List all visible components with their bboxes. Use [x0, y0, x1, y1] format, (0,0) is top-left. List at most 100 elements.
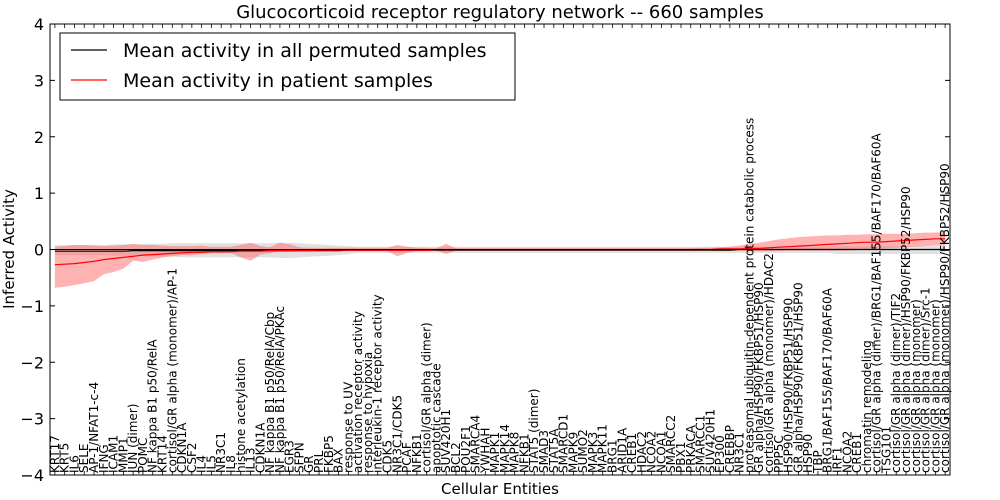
entity-label: SELE — [77, 444, 91, 473]
entity-label: NCOA2 — [840, 431, 854, 473]
entity-label: apoptotic cascade — [429, 363, 443, 473]
entity-label: GR alpha/HSP90/FKBP51/HSP90 — [791, 282, 805, 473]
entity-label: cortisol/GR alpha (monomer) — [909, 299, 923, 473]
y-tick-label: 1 — [34, 184, 44, 203]
entity-label: IL6 — [68, 455, 82, 473]
entity-label: NFKB1 — [518, 433, 532, 473]
entity-label: cortisol/GR alpha (dimer)/HSP90/FKBP52/H… — [899, 186, 913, 473]
entity-label: NCOA1 — [654, 431, 668, 473]
entity-label: PCAF — [400, 442, 414, 473]
entity-label: SFPN — [293, 442, 307, 473]
entity-label: NCOA2 — [645, 431, 659, 473]
entity-label: NR3C1/CDK5 — [390, 395, 404, 473]
entity-label: GR alpha/HSP90/FKBP51/HSP90 — [752, 282, 766, 473]
entity-label: SMARCD1 — [557, 414, 571, 473]
y-tick-label: −3 — [20, 410, 44, 429]
entity-label: CDK5 — [381, 440, 395, 473]
y-tick-label: 0 — [34, 241, 44, 260]
legend-label-patient: Mean activity in patient samples — [123, 70, 433, 92]
entity-label: HSP90 — [801, 434, 815, 473]
entity-label: response to hypoxia — [361, 352, 375, 473]
entity-label: SMARCC1 — [694, 415, 708, 473]
entity-label: IRF1 — [831, 447, 845, 473]
entity-label: response to UV — [341, 381, 355, 473]
entity-label: BRG1/BAF155/BAF170/BAF60A — [821, 287, 835, 473]
entity-label: KRT5 — [58, 443, 72, 473]
entity-labels: KRT17KRT5IL6SELEAP-1/NFAT1-c-4IFNGICAM1M… — [48, 118, 952, 474]
entity-label: PRL — [312, 450, 326, 473]
y-tick-label: −1 — [20, 297, 44, 316]
x-axis-label: Cellular Entities — [441, 480, 559, 498]
y-tick-label: 4 — [34, 15, 44, 34]
entity-label: cortisol/GR alpha (dimer)/TIF2 — [889, 293, 903, 473]
entity-label: NF kappa B1 p50/RelA — [146, 339, 160, 473]
entity-label: chromatin remodeling — [860, 340, 874, 473]
entity-label: cortisol/GR alpha (dimer)/Src-1 — [919, 287, 933, 473]
entity-label: BCL2 — [449, 442, 463, 473]
y-tick-label: 2 — [34, 128, 44, 147]
entity-label: PPP5C — [772, 435, 786, 473]
legend-box — [59, 32, 516, 101]
entity-label: FKBP5 — [322, 435, 336, 473]
entity-label: SMARCA4 — [469, 415, 483, 473]
legend-label-permuted: Mean activity in all permuted samples — [123, 40, 486, 62]
entity-label: SUMO2 — [576, 429, 590, 473]
entity-label: histone acetylation — [234, 358, 248, 473]
entity-label: HSP90/HSP90/FKBP51/HSP90 — [782, 298, 796, 473]
entity-label: PBX1 — [674, 442, 688, 473]
entity-label: IL8 — [224, 455, 238, 473]
y-tick-label: −2 — [20, 353, 44, 372]
entity-label: EP300 — [713, 435, 727, 473]
entity-label: SMARCC2 — [664, 415, 678, 473]
chart-title: Glucocorticoid receptor regulatory netwo… — [236, 2, 764, 23]
entity-label: ARID1A — [615, 427, 629, 473]
entity-label: IL13 — [244, 448, 258, 474]
entity-label: ICAM1 — [107, 435, 121, 473]
band-patient — [54, 232, 946, 288]
entity-label: proteasomal ubiquitin-dependent protein … — [743, 118, 757, 473]
entity-label: POMC — [136, 438, 150, 473]
entity-label: HDAC2 — [635, 431, 649, 473]
entity-label: STAT5A — [547, 428, 561, 473]
entity-label: NF kappa B1 p50/RelA/Cbp — [263, 312, 277, 473]
entity-label: MMP1 — [116, 437, 130, 473]
entity-label: KRT14 — [156, 435, 170, 473]
entity-label: SUV420H1 — [703, 409, 717, 473]
entity-label: cortisol/GR alpha (dimer)/BRG1/BAF155/BA… — [870, 132, 884, 473]
entity-label: PRKACA — [684, 424, 698, 473]
entity-label: NFKB1 — [410, 433, 424, 473]
entity-label: EGR3 — [283, 440, 297, 473]
entity-label: cortisol/GR alpha (monomer) — [928, 299, 942, 473]
entity-label: JUN (dimer) — [126, 404, 140, 474]
entity-label: IFNG — [97, 444, 111, 473]
entity-label: AP-1/NFAT1-c-4 — [87, 382, 101, 473]
entity-label: NR3C1 — [214, 432, 228, 473]
entity-label: TBP — [811, 450, 825, 474]
entity-label: IL4 — [195, 455, 209, 473]
entity-label: MAPK9 — [566, 432, 580, 473]
y-axis-label: Inferred Activity — [0, 189, 18, 309]
entity-label: MAPK11 — [596, 424, 610, 473]
y-axis-ticks: −4 −3 −2 −1 0 1 2 3 4 — [20, 15, 950, 485]
y-tick-label: −4 — [20, 466, 44, 485]
entity-label: NF kappa B1 p50/RelA/PKAc — [273, 306, 287, 473]
x-axis-ticks — [54, 24, 946, 475]
entity-label: MAPK14 — [498, 424, 512, 473]
entity-label: MAPK8 — [508, 432, 522, 473]
entity-label: GR — [302, 455, 316, 473]
entity-label: CREB1 — [850, 433, 864, 473]
entity-label: STAT5 (dimer) — [527, 389, 541, 473]
entity-label: CSF2 — [185, 442, 199, 473]
entity-label: cortisol/GR alpha (monomer)/HSP90/FKBP52… — [938, 163, 952, 473]
y-tick-label: 3 — [34, 71, 44, 90]
entity-label: BRG1 — [606, 439, 620, 473]
entity-label: cortisol/GR alpha (dimer) — [420, 322, 434, 473]
entity-label: SMAD3 — [537, 430, 551, 473]
entity-label: MAPK3 — [586, 432, 600, 473]
entity-label: BAX — [332, 448, 346, 473]
entity-label: KRT17 — [48, 435, 62, 473]
entity-label: MAPK1 — [488, 432, 502, 473]
entity-label: activation receptor activity — [351, 311, 365, 473]
entity-label: POU2F1 — [459, 425, 473, 473]
